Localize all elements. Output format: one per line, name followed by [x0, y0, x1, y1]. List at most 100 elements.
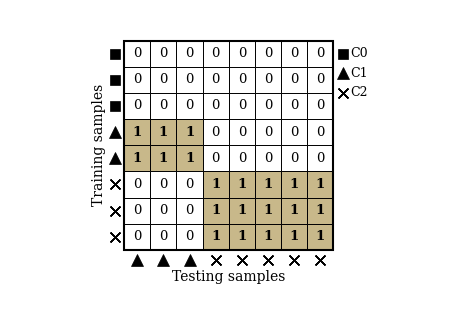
Bar — [255, 198, 281, 224]
Text: 0: 0 — [133, 230, 142, 243]
Text: 0: 0 — [238, 152, 246, 165]
Bar — [202, 67, 229, 93]
Text: 0: 0 — [211, 73, 220, 86]
Text: 0: 0 — [185, 100, 194, 112]
Bar — [281, 67, 307, 93]
Text: 0: 0 — [238, 125, 246, 139]
Bar — [281, 40, 307, 67]
Bar — [229, 198, 255, 224]
Bar — [177, 40, 202, 67]
Bar — [307, 119, 334, 145]
Bar — [124, 40, 334, 250]
Text: 1: 1 — [211, 178, 220, 191]
Text: 0: 0 — [316, 73, 325, 86]
Text: 0: 0 — [211, 100, 220, 112]
Text: C1: C1 — [351, 67, 368, 80]
Bar — [255, 171, 281, 198]
Text: C2: C2 — [351, 86, 368, 99]
Text: 0: 0 — [159, 230, 168, 243]
Text: 0: 0 — [133, 100, 142, 112]
Text: 1: 1 — [159, 125, 168, 139]
Bar — [255, 67, 281, 93]
Text: 0: 0 — [185, 230, 194, 243]
Bar — [124, 93, 150, 119]
Text: 0: 0 — [211, 125, 220, 139]
Text: Testing samples: Testing samples — [172, 270, 286, 284]
Bar — [150, 119, 177, 145]
Text: 1: 1 — [237, 204, 246, 217]
Bar — [255, 224, 281, 250]
Text: 1: 1 — [290, 230, 299, 243]
Text: 0: 0 — [185, 178, 194, 191]
Bar — [202, 40, 229, 67]
Text: 1: 1 — [263, 178, 273, 191]
Bar — [229, 119, 255, 145]
Text: 0: 0 — [290, 100, 298, 112]
Bar — [150, 67, 177, 93]
Text: 0: 0 — [316, 100, 325, 112]
Text: 1: 1 — [290, 178, 299, 191]
Bar — [202, 145, 229, 171]
Bar — [150, 93, 177, 119]
Text: 1: 1 — [185, 125, 194, 139]
Bar — [202, 224, 229, 250]
Bar — [202, 119, 229, 145]
Bar — [229, 67, 255, 93]
Bar — [281, 171, 307, 198]
Text: 0: 0 — [159, 47, 168, 60]
Text: 1: 1 — [185, 152, 194, 165]
Bar — [281, 93, 307, 119]
Bar — [307, 67, 334, 93]
Text: 0: 0 — [133, 178, 142, 191]
Bar — [124, 171, 150, 198]
Bar — [255, 40, 281, 67]
Text: 1: 1 — [159, 152, 168, 165]
Bar — [255, 145, 281, 171]
Bar — [177, 171, 202, 198]
Bar — [229, 224, 255, 250]
Bar — [281, 224, 307, 250]
Bar — [124, 40, 150, 67]
Text: 0: 0 — [264, 100, 272, 112]
Bar — [255, 119, 281, 145]
Text: 0: 0 — [211, 47, 220, 60]
Text: 0: 0 — [238, 100, 246, 112]
Text: 0: 0 — [159, 178, 168, 191]
Bar — [307, 145, 334, 171]
Bar — [177, 119, 202, 145]
Bar — [124, 224, 150, 250]
Text: 0: 0 — [211, 152, 220, 165]
Bar — [150, 198, 177, 224]
Bar — [202, 171, 229, 198]
Text: 0: 0 — [185, 204, 194, 217]
Text: 1: 1 — [211, 230, 220, 243]
Text: 1: 1 — [263, 230, 273, 243]
Text: 0: 0 — [290, 152, 298, 165]
Bar — [177, 67, 202, 93]
Text: 1: 1 — [290, 204, 299, 217]
Bar — [150, 224, 177, 250]
Text: 1: 1 — [263, 204, 273, 217]
Text: 0: 0 — [316, 47, 325, 60]
Text: 0: 0 — [264, 47, 272, 60]
Text: 0: 0 — [133, 47, 142, 60]
Text: 1: 1 — [316, 230, 325, 243]
Bar — [229, 171, 255, 198]
Bar — [124, 67, 150, 93]
Bar — [177, 198, 202, 224]
Bar — [124, 198, 150, 224]
Bar — [150, 145, 177, 171]
Text: 0: 0 — [159, 204, 168, 217]
Text: 1: 1 — [211, 204, 220, 217]
Bar — [177, 93, 202, 119]
Bar — [307, 224, 334, 250]
Text: 0: 0 — [264, 125, 272, 139]
Bar — [177, 145, 202, 171]
Text: 1: 1 — [237, 230, 246, 243]
Bar — [307, 93, 334, 119]
Bar — [124, 145, 150, 171]
Text: 0: 0 — [316, 125, 325, 139]
Text: 0: 0 — [159, 73, 168, 86]
Text: C0: C0 — [351, 47, 368, 60]
Text: 0: 0 — [238, 47, 246, 60]
